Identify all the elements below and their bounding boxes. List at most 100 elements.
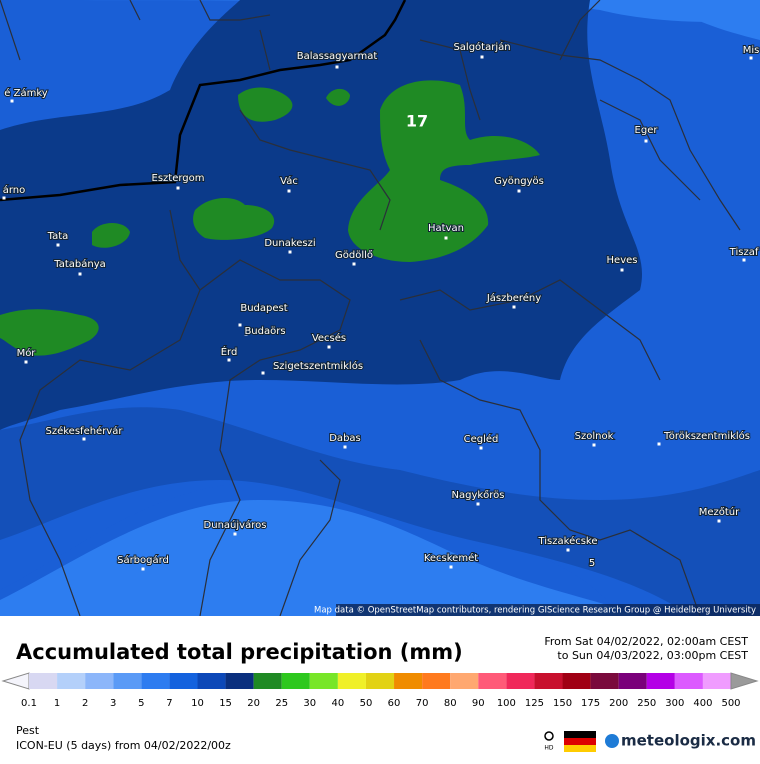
brand-icon [605, 734, 619, 748]
legend-swatch [450, 673, 479, 689]
place-label: Salgótarján [453, 41, 510, 53]
legend-swatch [141, 673, 170, 689]
region: Pest [16, 724, 40, 737]
legend-swatch [618, 673, 647, 689]
place-dot [288, 250, 292, 254]
place-dot [287, 189, 291, 193]
place-dot [176, 186, 180, 190]
place-dot [352, 262, 356, 266]
legend-swatch [337, 673, 366, 689]
place-label: Vecsés [312, 332, 346, 344]
place-label: Mezőtúr [699, 506, 740, 518]
legend-label: 70 [416, 698, 429, 709]
place-label: Hatvan [428, 223, 464, 234]
legend-label: 3 [110, 698, 116, 709]
place-dot [261, 371, 265, 375]
map: Balassagyarmat Salgótarján Eger Gyöngyös Vác… [0, 0, 760, 617]
legend-swatch [197, 673, 226, 689]
place-dot [444, 236, 448, 240]
legend-swatch [281, 673, 310, 689]
zoom-icon [544, 731, 554, 741]
place-dot [742, 258, 746, 262]
legend-label: 300 [665, 698, 684, 709]
place-label: Törökszentmiklós [663, 430, 750, 442]
legend-swatch [253, 673, 282, 689]
place-label: Vác [280, 175, 298, 187]
legend-label: 90 [472, 698, 485, 709]
place-dot [749, 56, 753, 60]
place-dot [620, 268, 624, 272]
legend-swatch [562, 673, 591, 689]
legend-swatch [365, 673, 395, 689]
place-label: Budapest [240, 303, 287, 314]
place-dot [327, 345, 331, 349]
legend-label: 125 [525, 698, 544, 709]
place-dot [244, 332, 248, 336]
legend-label: 40 [332, 698, 345, 709]
place-label: Eger [635, 125, 659, 136]
legend-label: 175 [581, 698, 600, 709]
legend-arrow [730, 672, 759, 690]
legend-label: 15 [219, 698, 232, 709]
legend-label: 5 [138, 698, 144, 709]
place-label: Gyöngyös [494, 176, 544, 187]
legend-swatch [506, 673, 535, 689]
legend-swatch [225, 673, 254, 689]
place-dot [644, 139, 648, 143]
legend-label: 0.1 [21, 698, 37, 709]
place-dot [717, 519, 721, 523]
legend-label: 1 [54, 698, 60, 709]
place-dot [335, 65, 339, 69]
legend-swatch [85, 673, 114, 689]
legend-swatch [394, 673, 423, 689]
place-label: Tiszakécske [537, 535, 597, 547]
legend-swatch [169, 673, 198, 689]
legend-label: 400 [693, 698, 712, 709]
legend-swatch [29, 673, 58, 689]
place-label: Nagykőrös [451, 489, 504, 501]
place-label: 5 [589, 558, 595, 569]
title: Accumulated total precipitation (mm) [16, 640, 463, 664]
place-label: Esztergom [152, 173, 205, 184]
place-label: árno [3, 184, 26, 196]
legend-swatch [590, 673, 619, 689]
legend-label: 30 [303, 698, 316, 709]
legend-label: 20 [247, 698, 260, 709]
legend-label: 7 [166, 698, 172, 709]
place-label: Jászberény [486, 292, 541, 304]
legend-label: 200 [609, 698, 628, 709]
legend-swatch [534, 673, 563, 689]
place-label: Dunakeszi [264, 238, 315, 249]
place-dot [10, 99, 14, 103]
place-dot [227, 358, 231, 362]
place-label: Mis [743, 45, 760, 56]
place-label: Érd [221, 345, 238, 358]
legend-label: 250 [637, 698, 656, 709]
legend-swatch [674, 673, 703, 689]
place-label: Mór [17, 347, 37, 359]
place-label: Cegléd [464, 433, 499, 445]
legend-label: 100 [497, 698, 516, 709]
place-label: Tata [47, 231, 69, 242]
place-label: Budaörs [244, 326, 285, 337]
place-dot [479, 446, 483, 450]
place-dot [517, 189, 521, 193]
place-dot [480, 55, 484, 59]
legend-swatch [57, 673, 86, 689]
place-dot [24, 360, 28, 364]
place-dot [141, 567, 145, 571]
model-run: ICON-EU (5 days) from 04/02/2022/00z [16, 739, 231, 752]
brand: meteologix.com [621, 732, 756, 750]
legend-label: 25 [275, 698, 288, 709]
legend-label: 80 [444, 698, 457, 709]
place-label: Tiszaf [729, 247, 759, 258]
hd-badge: HD [544, 745, 554, 752]
place-label: Szolnok [575, 431, 614, 442]
place-dot [238, 323, 242, 327]
place-dot [78, 272, 82, 276]
place-dot [592, 443, 596, 447]
max-value: 17 [406, 112, 428, 131]
legend-swatch [422, 673, 451, 689]
legend-swatch [646, 673, 675, 689]
